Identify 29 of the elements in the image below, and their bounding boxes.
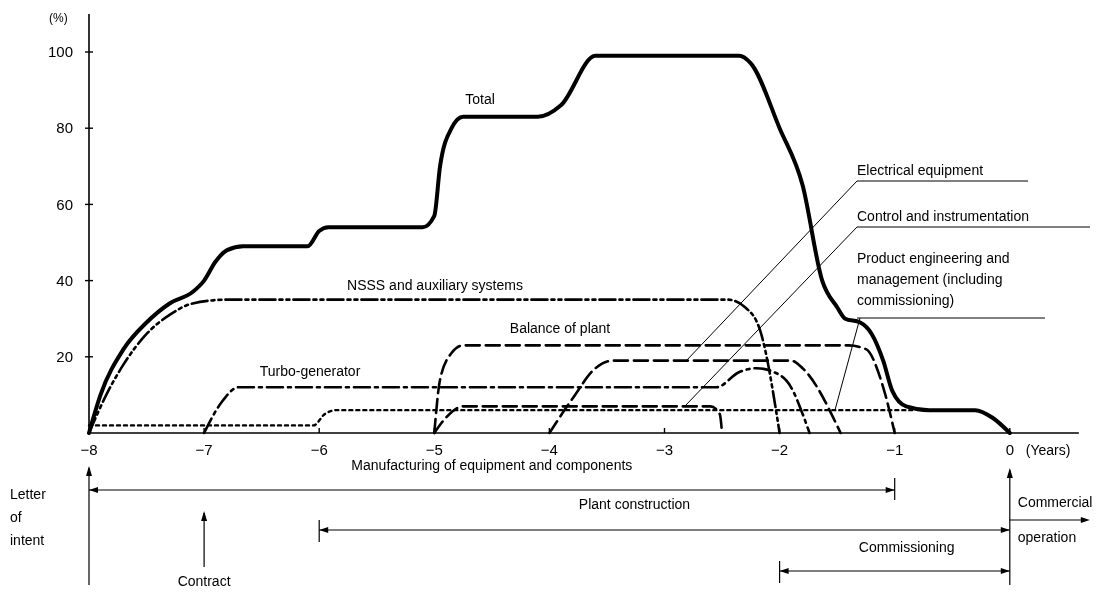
- text: Commercial operation: [1017, 494, 1093, 545]
- y-tick-label: 20: [56, 348, 73, 366]
- x-tick-label: 0: [1005, 441, 1014, 458]
- text: Manufacturing of equipment and components: [351, 457, 633, 473]
- y-tick-label: 40: [56, 271, 73, 289]
- x-tick-label: −1: [886, 441, 904, 458]
- x-tick-label: −2: [771, 441, 789, 458]
- text: Contract: [177, 573, 231, 589]
- series-label: Turbo-generator: [259, 363, 361, 379]
- y-tick-label: 100: [47, 43, 73, 61]
- text: Commissioning: [858, 539, 955, 555]
- series-label: NSSS and auxiliary systems: [347, 277, 523, 293]
- x-tick-label: −6: [310, 441, 328, 458]
- x-tick-label: −5: [425, 441, 443, 458]
- y-axis-title: (%): [49, 11, 68, 25]
- x-tick-label: −3: [655, 441, 674, 458]
- x-tick-label: −8: [80, 441, 98, 458]
- text: Electrical equipment: [857, 162, 984, 178]
- y-tick-label: 60: [56, 195, 73, 213]
- text: Product engineering and management (including commissioning): [857, 250, 1010, 308]
- x-tick-label: −4: [540, 441, 558, 458]
- text: Plant construction: [578, 496, 691, 512]
- text: Letter of intent: [10, 486, 47, 548]
- y-tick-label: 80: [56, 119, 73, 137]
- x-tick-label: −7: [195, 441, 213, 458]
- text: Control and instrumentation: [857, 208, 1029, 224]
- x-axis-title: (Years): [1025, 442, 1071, 458]
- series-label: Balance of plant: [509, 320, 611, 336]
- series-label: Total: [465, 91, 495, 107]
